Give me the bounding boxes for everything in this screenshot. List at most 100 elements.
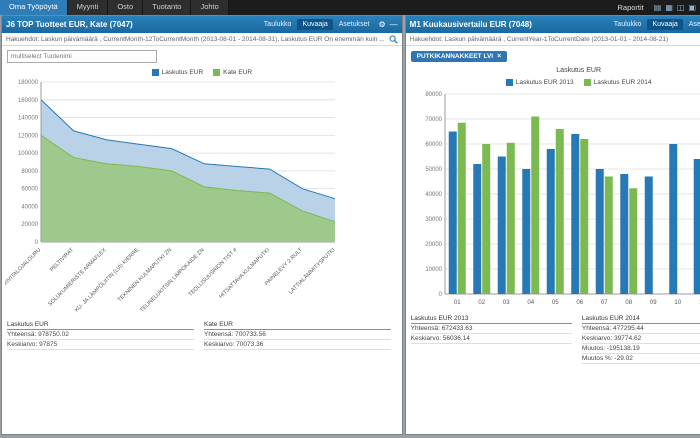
legend-item: Laskutus EUR xyxy=(151,68,204,76)
svg-text:KIVITALOJALOURU: KIVITALOJALOURU xyxy=(5,247,42,287)
svg-text:40000: 40000 xyxy=(21,204,38,210)
legend-label: Laskutus EUR 2014 xyxy=(593,78,652,86)
stat-row-average: Keskiarvo: 39774.62 xyxy=(581,334,700,344)
right-panel-title: M1 Kuukausivertailu EUR (7048) xyxy=(409,20,532,29)
stat-row-total: Yhteensä: 978750.02 xyxy=(7,330,195,340)
svg-text:60000: 60000 xyxy=(21,187,38,193)
stat-row-total: Yhteensä: 700733.56 xyxy=(204,330,392,340)
stat-row-average: Keskiarvo: 97875 xyxy=(7,340,195,350)
right-chart-title: Laskutus EUR xyxy=(556,67,602,74)
legend-label: Laskutus EUR 2013 xyxy=(515,78,574,86)
svg-text:160000: 160000 xyxy=(18,98,39,104)
svg-text:40000: 40000 xyxy=(425,192,442,198)
grid-icon[interactable]: ▦ xyxy=(665,2,673,12)
stat-box-2014: Laskutus EUR 2014 Yhteensä: 477295.44 Ke… xyxy=(581,314,700,364)
legend-item: Laskutus EUR 2013 xyxy=(505,78,574,86)
svg-text:04: 04 xyxy=(527,300,534,306)
left-panel-tabs: Taulukko Kuvaaja Asetukset ⚙ — xyxy=(259,19,398,30)
svg-text:60000: 60000 xyxy=(425,142,442,148)
product-multiselect-input[interactable] xyxy=(7,49,157,63)
top-tab-johto[interactable]: Johto xyxy=(191,0,229,15)
svg-text:100000: 100000 xyxy=(18,151,39,157)
svg-text:10: 10 xyxy=(674,300,681,306)
tab-taulukko[interactable]: Taulukko xyxy=(263,21,292,28)
top-tab-oma-tyopoyta[interactable]: Oma Työpöytä xyxy=(0,0,68,15)
left-panel-header: J6 TOP Tuotteet EUR, Kate (7047) Taulukk… xyxy=(2,16,402,33)
panel-month-comparison: M1 Kuukausivertailu EUR (7048) Taulukko … xyxy=(404,15,700,435)
legend-label: Laskutus EUR xyxy=(161,68,204,76)
svg-text:80000: 80000 xyxy=(21,169,38,175)
dashboard-workspace: J6 TOP Tuotteet EUR, Kate (7047) Taulukk… xyxy=(0,15,700,435)
svg-text:140000: 140000 xyxy=(18,116,39,122)
minimize-icon[interactable]: — xyxy=(389,19,398,29)
svg-text:06: 06 xyxy=(576,300,583,306)
svg-text:TELINELUKITSIN LIMPOKAIDE ZN: TELINELUKITSIN LIMPOKAIDE ZN xyxy=(139,247,206,314)
top-products-area-chart[interactable]: 0 20000 40000 60000 80000 100000 120000 140000 1… xyxy=(5,78,345,316)
legend-item: Laskutus EUR 2014 xyxy=(583,78,652,86)
left-stats: Laskutus EUR Yhteensä: 978750.02 Keskiar… xyxy=(2,316,402,350)
filter-chip-putkikannakkeet[interactable]: PUTKIKANNAKKEET LVI × xyxy=(410,50,508,62)
legend-item: Kate EUR xyxy=(213,68,253,76)
svg-text:80000: 80000 xyxy=(425,92,442,98)
stat-row-average: Keskiarvo: 56036.14 xyxy=(410,334,572,344)
svg-text:KU- JA LÄMPÖLIITIN (LVI) KIERR: KU- JA LÄMPÖLIITIN (LVI) KIERRE xyxy=(73,246,140,313)
reports-menu[interactable]: Raportit xyxy=(617,3,644,12)
stat-box-2013: Laskutus EUR 2013 Yhteensä: 672433.63 Ke… xyxy=(410,314,572,364)
stat-row-total: Yhteensä: 672433.63 xyxy=(410,324,572,334)
tab-kuvaaja[interactable]: Kuvaaja xyxy=(647,19,683,30)
right-search-conditions: Hakuehdot: Laskun päivämäärä , CurrentYe… xyxy=(409,35,669,43)
legend-swatch xyxy=(213,68,221,76)
top-tab-myynti[interactable]: Myynti xyxy=(67,0,109,15)
stat-row-average: Keskiarvo: 70073.36 xyxy=(204,340,392,350)
top-tab-osto[interactable]: Osto xyxy=(108,0,144,15)
svg-text:02: 02 xyxy=(478,300,485,306)
right-chart-legend: Laskutus EUR 2013 Laskutus EUR 2014 xyxy=(406,76,700,88)
left-panel-title: J6 TOP Tuotteet EUR, Kate (7047) xyxy=(6,20,133,29)
right-stats: Laskutus EUR 2013 Yhteensä: 672433.63 Ke… xyxy=(406,310,700,364)
left-filter-row xyxy=(2,46,402,66)
tab-asetukset[interactable]: Asetukset xyxy=(688,21,700,28)
magnifier-icon[interactable] xyxy=(389,35,398,44)
legend-swatch xyxy=(151,68,159,76)
gear-icon[interactable]: ⚙ xyxy=(378,19,386,29)
svg-text:01: 01 xyxy=(454,300,461,306)
tab-asetukset[interactable]: Asetukset xyxy=(338,21,370,28)
svg-text:0: 0 xyxy=(438,292,442,298)
topbar-right-group: Raportit ▤ ▦ ◫ ▣ xyxy=(611,0,700,15)
svg-text:07: 07 xyxy=(601,300,608,306)
svg-text:180000: 180000 xyxy=(18,80,39,86)
stat-box-laskutus: Laskutus EUR Yhteensä: 978750.02 Keskiar… xyxy=(7,320,195,350)
svg-text:120000: 120000 xyxy=(18,133,39,139)
close-icon[interactable]: × xyxy=(497,52,502,60)
save-icon[interactable]: ▤ xyxy=(653,2,662,12)
legend-swatch xyxy=(505,78,513,86)
svg-text:50000: 50000 xyxy=(425,167,442,173)
window-icon[interactable]: ▣ xyxy=(688,2,696,12)
right-panel-tabs: Taulukko Kuvaaja Asetukset ⚙ — xyxy=(609,19,700,30)
svg-text:70000: 70000 xyxy=(425,117,442,123)
top-navigation-bar: Oma Työpöytä Myynti Osto Tuotanto Johto … xyxy=(0,0,700,15)
tab-taulukko[interactable]: Taulukko xyxy=(613,21,642,28)
svg-text:SOLUKUMIERISTE ARMAFLEX: SOLUKUMIERISTE ARMAFLEX xyxy=(47,247,108,308)
left-chart-wrap: 0 20000 40000 60000 80000 100000 120000 140000 1… xyxy=(2,78,402,316)
svg-text:03: 03 xyxy=(503,300,510,306)
layout-icon[interactable]: ◫ xyxy=(676,2,685,12)
month-comparison-bar-chart[interactable]: 0 10000 20000 30000 40000 50000 60000 70000 8000… xyxy=(409,88,700,310)
right-filter-row: PUTKIKANNAKKEET LVI × xyxy=(406,46,700,66)
svg-text:30000: 30000 xyxy=(425,217,442,223)
tab-kuvaaja[interactable]: Kuvaaja xyxy=(297,19,333,30)
left-chart-legend: Laskutus EUR Kate EUR xyxy=(2,66,402,78)
stat-title: Laskutus EUR 2014 xyxy=(581,314,700,324)
right-search-conditions-strip: Hakuehdot: Laskun päivämäärä , CurrentYe… xyxy=(405,33,700,46)
stat-row-change: Muutos: -195138.19 xyxy=(581,344,700,354)
svg-text:09: 09 xyxy=(650,300,657,306)
right-chart-wrap: 0 10000 20000 30000 40000 50000 60000 70000 8000… xyxy=(406,88,700,310)
svg-text:10000: 10000 xyxy=(425,267,442,273)
svg-text:PELTIVIRAT: PELTIVIRAT xyxy=(49,247,75,273)
panel-top-products: J6 TOP Tuotteet EUR, Kate (7047) Taulukk… xyxy=(1,15,403,435)
top-tab-tuotanto[interactable]: Tuotanto xyxy=(143,0,192,15)
stat-row-change-pct: Muutos %: -29.02 xyxy=(581,354,700,364)
stat-title: Laskutus EUR 2013 xyxy=(410,314,572,324)
filter-chip-label: PUTKIKANNAKKEET LVI xyxy=(416,52,494,60)
legend-label: Kate EUR xyxy=(223,68,253,76)
